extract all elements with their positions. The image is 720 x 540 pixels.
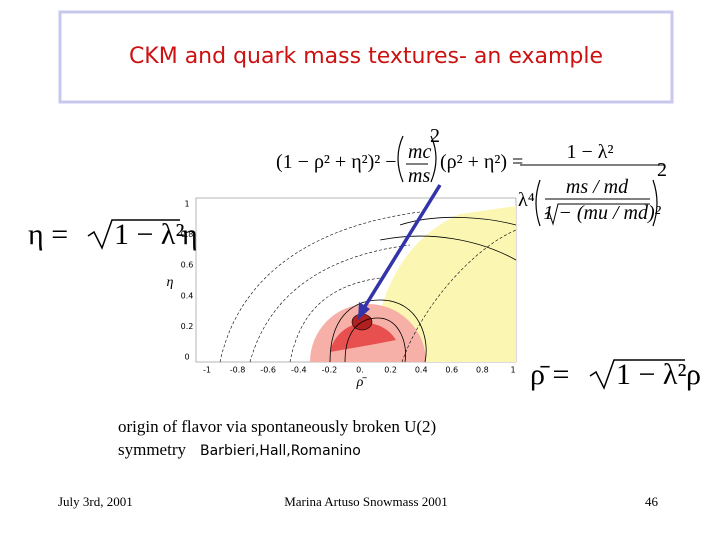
paren	[535, 179, 541, 227]
formula-part: ms	[408, 165, 430, 187]
formula-part: 2	[657, 159, 667, 181]
rho-formula: ρ	[686, 358, 701, 391]
eta-formula: η =	[28, 218, 68, 251]
x-tick-label: -0.8	[230, 366, 246, 375]
contours	[219, 211, 517, 363]
eta-formula: 1 − λ²	[114, 218, 184, 251]
x-tick-label: 0.4	[415, 366, 428, 375]
formula-part: 2	[430, 125, 440, 147]
radical	[87, 219, 180, 250]
paren	[652, 179, 658, 227]
x-tick-label: 0.6	[445, 366, 458, 375]
plot	[195, 197, 517, 363]
caption-authors: Barbieri,Hall,Romanino	[200, 443, 361, 459]
rho-formula: ρ̄ =	[530, 358, 569, 391]
caption: symmetry	[118, 440, 186, 459]
paren	[397, 135, 404, 183]
x-tick-label: 0.2	[384, 366, 397, 375]
y-axis-label: η	[167, 275, 174, 290]
formula-part: mc	[408, 141, 431, 163]
x-tick-label: 0.	[356, 366, 364, 375]
y-tick-label: 0.6	[181, 261, 194, 270]
arrow	[362, 184, 442, 309]
arrow-head	[358, 302, 370, 320]
contours	[329, 216, 517, 363]
x-tick-label: -0.6	[260, 366, 276, 375]
rho-formula: 1 − λ²	[616, 358, 686, 391]
paren	[430, 135, 437, 183]
page-number: 46	[645, 494, 659, 509]
x-axis-label: ρ̄	[356, 375, 368, 390]
footer-author: Marina Artuso Snowmass 2001	[284, 494, 448, 509]
x-tick-label: 1	[510, 366, 515, 375]
x-tick-label: -0.4	[291, 366, 307, 375]
y-tick-label: 0	[184, 353, 189, 362]
title-box	[58, 10, 674, 104]
formula-part: ms / md	[566, 176, 629, 198]
x-ticks: -1 -0.8 -0.6 -0.4 -0.2 0. 0.2 0.4 0.6 0.8 1	[203, 366, 516, 375]
formula-part: 1 − λ²	[567, 141, 614, 163]
y-ticks: 1 0.8 0.6 0.4 0.2 0	[181, 200, 194, 362]
y-tick-label: 1	[184, 200, 189, 209]
slide-title: CKM and quark mass textures- an example	[129, 44, 603, 69]
radical	[544, 203, 650, 226]
y-tick-label: 0.8	[181, 230, 194, 239]
x-tick-label: -0.2	[322, 366, 338, 375]
caption: origin of flavor via spontaneously broke…	[118, 417, 436, 436]
formula-part: (1 − ρ² + η²)² −	[276, 151, 397, 173]
x-tick-label: 0.8	[476, 366, 489, 375]
y-tick-label: 0.2	[181, 322, 194, 331]
y-tick-label: 0.4	[181, 291, 194, 300]
formula-part: (ρ² + η²) =	[440, 151, 523, 173]
footer-date: July 3rd, 2001	[58, 494, 133, 509]
x-tick-label: -1	[203, 366, 211, 375]
eta-formula: η	[182, 218, 198, 251]
radical	[589, 359, 685, 390]
formula-part: 1 − (mu / md)²	[543, 202, 661, 224]
formula-part: λ⁴	[518, 189, 535, 211]
